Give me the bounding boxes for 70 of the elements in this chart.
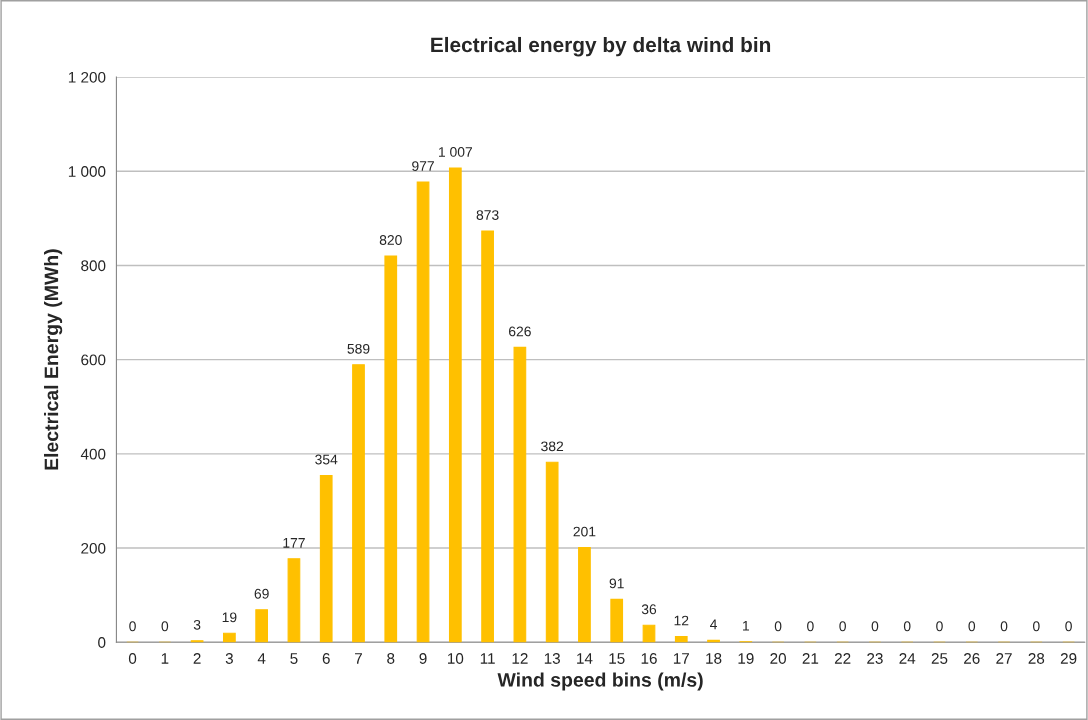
y-tick-label: 1 000	[68, 166, 106, 177]
y-tick-label: 600	[81, 354, 106, 366]
chart-title: Electrical energy by delta wind bin	[431, 36, 771, 57]
x-tick-label: 3	[225, 653, 233, 664]
x-tick-label: 7	[355, 653, 362, 664]
data-label: 1	[743, 621, 750, 631]
data-label: 4	[710, 619, 717, 630]
data-label: 354	[315, 454, 338, 465]
data-label: 36	[641, 604, 657, 615]
x-tick-label: 2	[193, 653, 201, 664]
x-tick-label: 19	[738, 653, 754, 664]
x-tick-label: 8	[387, 653, 395, 664]
x-tick-label: 13	[544, 653, 560, 664]
x-tick-label: 14	[577, 653, 593, 664]
y-axis-title: Electrical Energy (MWh)	[44, 249, 63, 470]
x-tick-label: 17	[673, 653, 689, 664]
data-label: 201	[573, 526, 596, 537]
x-tick-label: 26	[964, 653, 980, 664]
x-tick-label: 0	[128, 653, 137, 664]
x-tick-label: 12	[512, 653, 528, 664]
data-label: 0	[129, 621, 136, 632]
y-tick-label: 800	[81, 260, 106, 272]
data-label: 0	[1065, 621, 1072, 632]
data-label: 0	[1000, 621, 1008, 632]
x-tick-label: 15	[609, 653, 625, 664]
x-tick-label: 28	[1028, 653, 1045, 664]
x-tick-label: 5	[290, 653, 298, 664]
x-tick-label: 21	[802, 653, 819, 664]
data-label: 0	[903, 621, 911, 632]
data-label: 382	[541, 441, 564, 452]
x-tick-label: 25	[931, 653, 948, 664]
data-label: 0	[968, 621, 976, 632]
x-tick-label: 24	[899, 653, 916, 664]
data-label: 0	[807, 621, 814, 632]
data-label: 589	[347, 343, 370, 354]
y-tick-label: 0	[98, 637, 106, 648]
x-tick-label: 29	[1060, 653, 1077, 664]
data-label: 0	[161, 621, 169, 632]
data-label: 873	[476, 210, 499, 220]
x-tick-label: 23	[867, 653, 883, 664]
y-tick-label: 400	[80, 448, 106, 460]
data-label: 820	[379, 235, 402, 245]
data-label: 0	[839, 621, 846, 632]
data-label: 12	[674, 615, 689, 626]
data-label: 0	[871, 621, 879, 632]
x-axis-title: Wind speed bins (m/s)	[497, 672, 703, 691]
x-tick-label: 20	[770, 653, 786, 664]
data-label: 977	[412, 161, 434, 171]
x-tick-label: 10	[448, 653, 464, 664]
data-label: 69	[254, 588, 269, 599]
x-tick-label: 11	[480, 653, 495, 664]
data-label: 0	[936, 621, 943, 632]
x-tick-label: 4	[257, 653, 266, 664]
x-tick-label: 18	[706, 653, 722, 664]
x-tick-label: 9	[419, 653, 427, 664]
x-tick-label: 22	[834, 653, 851, 664]
data-label: 0	[1033, 621, 1040, 632]
x-tick-label: 1	[161, 653, 169, 664]
data-label: 626	[509, 326, 531, 337]
data-label: 91	[609, 578, 624, 589]
data-label: 3	[193, 619, 201, 630]
y-tick-label: 200	[81, 542, 106, 554]
data-label: 0	[774, 621, 782, 632]
y-tick-label: 1 200	[68, 71, 106, 83]
data-label: 177	[283, 538, 305, 548]
x-tick-label: 16	[641, 653, 657, 664]
x-tick-label: 27	[996, 653, 1012, 664]
x-tick-label: 6	[322, 653, 330, 664]
data-label: 19	[222, 612, 237, 623]
data-label: 1 007	[439, 147, 473, 157]
